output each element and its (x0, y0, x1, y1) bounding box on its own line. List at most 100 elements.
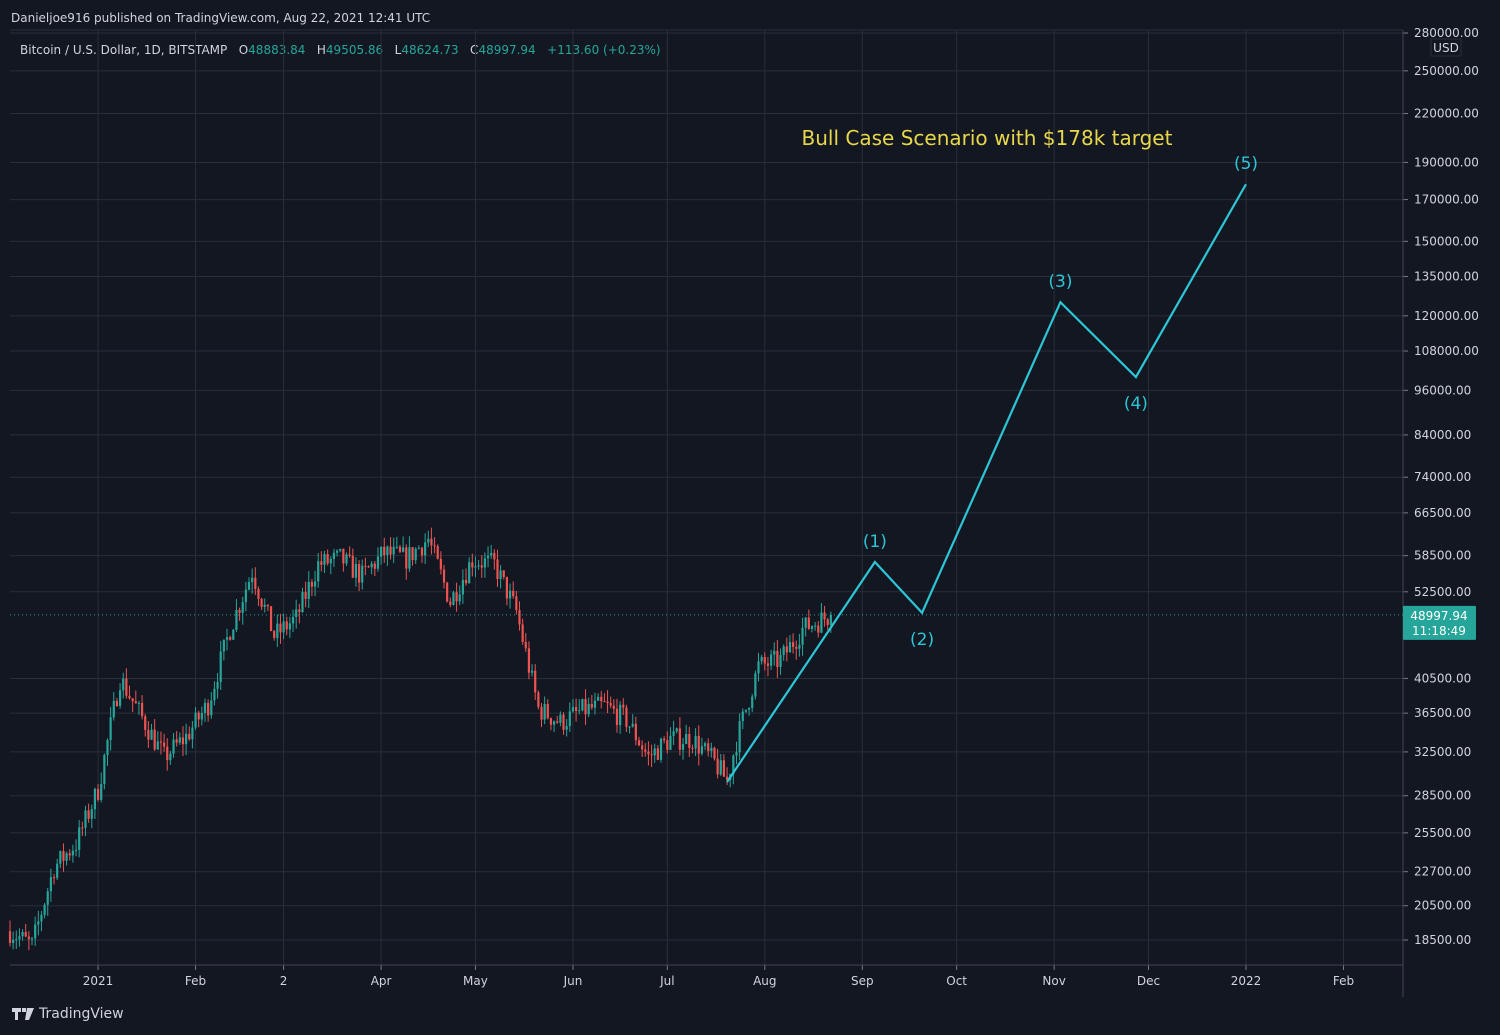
candle-body (571, 707, 575, 712)
candle-body (530, 670, 534, 673)
candle-body (493, 552, 496, 560)
candle-body (122, 678, 125, 691)
candles (8, 527, 832, 951)
candle-body (785, 646, 788, 653)
candle-body (279, 623, 282, 633)
candle-body (398, 546, 402, 552)
footer-brand: TradingView (12, 1006, 124, 1022)
candle-body (118, 690, 122, 707)
candle-body (593, 700, 597, 708)
candle-body (700, 746, 703, 754)
candle-body (389, 546, 392, 555)
candle-body (263, 604, 266, 607)
candle-body (713, 747, 716, 759)
candle-body (788, 642, 792, 653)
candle-body (8, 931, 12, 943)
time-tick-label: Dec (1137, 974, 1160, 988)
candle-body (144, 716, 147, 730)
candle-body (427, 538, 430, 543)
candle-body (361, 565, 364, 583)
candle-body (288, 623, 292, 630)
candle-body (140, 702, 144, 717)
candle-body (68, 853, 71, 856)
candle-body (178, 737, 181, 743)
candle-body (716, 758, 719, 775)
candle-body (408, 547, 411, 569)
candle-body (216, 681, 219, 689)
time-tick-label: Jul (659, 974, 674, 988)
candle-body (615, 708, 619, 726)
candle-body (628, 726, 631, 728)
candle-body (172, 739, 175, 754)
price-tick-label: 22700.00 (1414, 865, 1471, 879)
candle-body (807, 617, 810, 629)
price-tick-label: 20500.00 (1414, 899, 1471, 913)
candle-body (521, 624, 524, 642)
candle-body (56, 863, 59, 878)
candle-body (666, 740, 669, 750)
candle-body (468, 562, 471, 584)
candle-body (637, 740, 641, 746)
candle-body (71, 850, 74, 856)
price-tick-label: 120000.00 (1414, 309, 1479, 323)
candle-body (203, 702, 207, 713)
candle-body (354, 564, 358, 578)
candle-body (688, 733, 691, 748)
candle-body (247, 582, 251, 590)
candle-body (678, 728, 681, 750)
candle-body (741, 711, 744, 722)
candle-body (332, 552, 336, 559)
candle-body (798, 644, 801, 649)
candle-body (515, 596, 518, 610)
time-tick-label: Sep (851, 974, 874, 988)
brand-name: TradingView (39, 1006, 124, 1022)
candle-body (301, 591, 304, 613)
price-tick-label: 250000.00 (1414, 64, 1479, 78)
candle-body (795, 646, 798, 649)
candle-body (43, 904, 46, 915)
candle-body (634, 723, 637, 741)
candle-body (625, 707, 628, 727)
candle-body (244, 589, 247, 603)
candle-body (115, 700, 119, 707)
candle-body (137, 702, 141, 704)
candle-body (458, 594, 461, 602)
price-tick-label: 18500.00 (1414, 933, 1471, 947)
candle-body (568, 711, 571, 727)
candle-body (134, 701, 137, 704)
candle-body (313, 581, 317, 587)
candle-body (109, 717, 112, 740)
price-tick-label: 220000.00 (1414, 107, 1479, 121)
candle-body (420, 547, 424, 556)
candle-body (650, 754, 653, 756)
candle-body (241, 602, 244, 613)
candle-body (364, 565, 367, 567)
candle-body (339, 548, 342, 551)
candle-body (685, 733, 688, 745)
candle-body (817, 625, 820, 633)
candle-body (543, 703, 546, 720)
candle-body (392, 546, 395, 555)
close-label: C (470, 43, 479, 57)
candle-body (725, 776, 729, 780)
price-tick-label: 28500.00 (1414, 789, 1471, 803)
symbol-name[interactable]: Bitcoin / U.S. Dollar, 1D, BITSTAMP (20, 43, 228, 57)
candle-body (285, 621, 288, 630)
candle-body (760, 657, 763, 662)
price-tick-label: 58500.00 (1414, 549, 1471, 563)
candle-body (810, 626, 814, 629)
candle-body (518, 609, 521, 625)
candle-body (747, 707, 751, 710)
candle-body (175, 739, 178, 743)
candle-body (540, 706, 543, 720)
candle-body (84, 810, 87, 828)
candle-body (631, 723, 634, 727)
candle-body (207, 702, 210, 716)
candle-body (609, 703, 612, 706)
candle-body (402, 547, 405, 552)
candle-body (622, 704, 625, 708)
candle-body (439, 558, 442, 570)
candle-body (792, 642, 795, 647)
candle-body (125, 678, 128, 696)
